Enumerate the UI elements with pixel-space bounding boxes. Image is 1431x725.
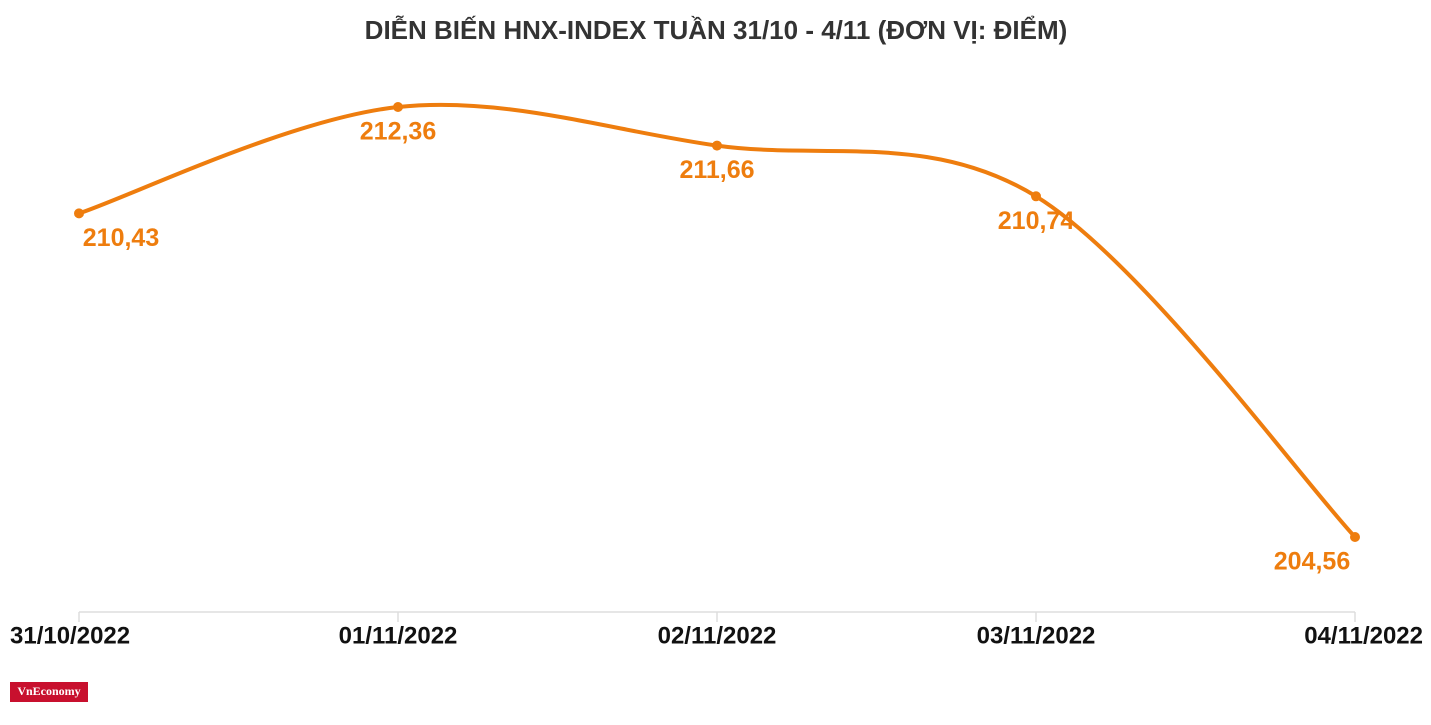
point — [1350, 532, 1360, 542]
point — [1031, 191, 1041, 202]
point — [393, 102, 403, 112]
data-label: 210,43 — [83, 224, 159, 252]
data-label: 212,36 — [360, 118, 436, 146]
point — [74, 208, 84, 219]
data-label: 211,66 — [679, 156, 754, 184]
chart-title: DIỄN BIẾN HNX-INDEX TUẦN 31/10 - 4/11 (Đ… — [365, 15, 1068, 45]
x-tick-label: 03/11/2022 — [977, 622, 1096, 649]
x-tick-label: 31/10/2022 — [10, 622, 130, 649]
logo: VnEconomy — [17, 684, 80, 698]
data-label: 210,74 — [998, 207, 1075, 235]
data-label: 204,56 — [1274, 548, 1350, 576]
point — [712, 140, 722, 151]
x-tick-label: 02/11/2022 — [658, 622, 777, 649]
x-tick-label: 04/11/2022 — [1304, 622, 1423, 649]
line — [78, 102, 1357, 539]
logo-box — [10, 682, 88, 702]
x-tick-label: 01/11/2022 — [339, 622, 458, 649]
